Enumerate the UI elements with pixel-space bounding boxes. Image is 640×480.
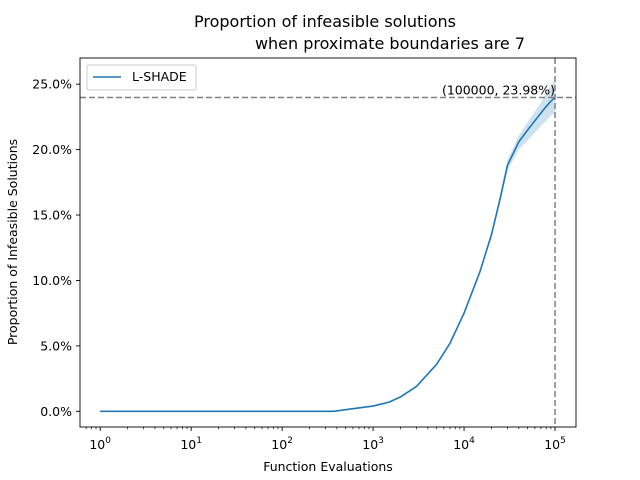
legend-box bbox=[86, 64, 197, 91]
y-axis-label: Proportion of Infeasible Solutions bbox=[5, 139, 20, 345]
x-tick-label: 102 bbox=[271, 436, 293, 452]
y-tick-label: 20.0% bbox=[32, 142, 72, 157]
series-line-l-shade bbox=[100, 96, 556, 413]
y-tick-label: 0.0% bbox=[40, 404, 72, 419]
legend: L-SHADE bbox=[86, 64, 197, 91]
series-band-l-shade bbox=[100, 80, 556, 412]
x-tick-label: 101 bbox=[180, 436, 202, 452]
plot-area: (100000, 23.98%) 0.0% 5.0% 10.0% 15.0% 20.0% 2… bbox=[32, 58, 576, 452]
legend-label-l-shade: L-SHADE bbox=[132, 69, 187, 84]
y-tick-label: 5.0% bbox=[40, 338, 72, 353]
x-tick-label: 105 bbox=[544, 436, 566, 452]
y-tick-label: 25.0% bbox=[32, 77, 72, 92]
chart-title-line1: Proportion of infeasible solutions bbox=[194, 12, 456, 31]
y-tick-label: 10.0% bbox=[32, 273, 72, 288]
chart-title-line2: when proximate boundaries are 7 bbox=[255, 34, 525, 53]
x-axis-label: Function Evaluations bbox=[263, 459, 393, 474]
x-tick-label: 104 bbox=[453, 436, 475, 452]
x-tick-label: 100 bbox=[89, 436, 111, 452]
plot-frame bbox=[79, 57, 577, 428]
x-tick-label: 103 bbox=[362, 436, 384, 452]
annotation-label: (100000, 23.98%) bbox=[442, 83, 555, 98]
y-tick-label: 15.0% bbox=[32, 208, 72, 223]
